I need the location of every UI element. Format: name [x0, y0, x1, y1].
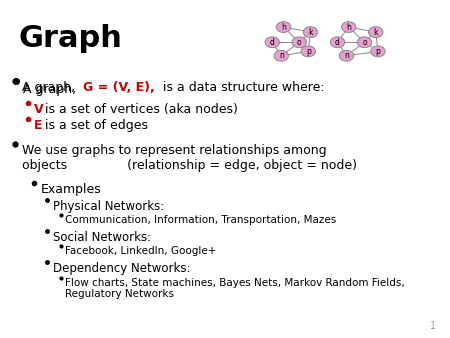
Text: k: k [308, 28, 313, 37]
Text: V: V [34, 103, 44, 116]
Circle shape [330, 37, 345, 48]
Text: o: o [362, 38, 367, 47]
Text: d: d [335, 38, 340, 47]
Text: d: d [270, 38, 274, 47]
Text: Communication, Information, Transportation, Mazes: Communication, Information, Transportati… [65, 215, 337, 225]
Text: Social Networks:: Social Networks: [53, 231, 151, 244]
Text: is a data structure where:: is a data structure where: [159, 81, 325, 94]
Circle shape [265, 37, 279, 48]
Circle shape [292, 37, 306, 48]
Circle shape [303, 27, 318, 38]
Text: Dependency Networks:: Dependency Networks: [53, 262, 191, 275]
Circle shape [369, 27, 383, 38]
Text: k: k [374, 28, 378, 37]
Circle shape [276, 22, 291, 32]
Text: Flow charts, State machines, Bayes Nets, Markov Random Fields,
Regulatory Networ: Flow charts, State machines, Bayes Nets,… [65, 278, 405, 299]
Text: Graph: Graph [18, 24, 122, 53]
Text: G = (V, E),: G = (V, E), [84, 81, 155, 94]
Text: n: n [279, 51, 284, 60]
Text: Facebook, LinkedIn, Google+: Facebook, LinkedIn, Google+ [65, 246, 216, 256]
Text: 1: 1 [430, 321, 436, 331]
Circle shape [274, 50, 288, 61]
Text: p: p [376, 47, 380, 56]
Circle shape [342, 22, 356, 32]
Text: is a set of edges: is a set of edges [41, 119, 148, 132]
Text: p: p [306, 47, 310, 56]
Text: We use graphs to represent relationships among
objects               (relationsh: We use graphs to represent relationships… [22, 144, 356, 172]
Text: h: h [346, 23, 351, 31]
Text: E: E [34, 119, 43, 132]
Circle shape [357, 37, 372, 48]
Circle shape [371, 46, 385, 57]
Text: o: o [297, 38, 302, 47]
Text: Physical Networks:: Physical Networks: [53, 200, 164, 213]
Circle shape [339, 50, 354, 61]
Text: h: h [281, 23, 286, 31]
Text: Examples: Examples [40, 183, 101, 195]
Circle shape [301, 46, 315, 57]
Text: is a set of vertices (aka nodes): is a set of vertices (aka nodes) [41, 103, 238, 116]
Text: n: n [344, 51, 349, 60]
Text: A graph,: A graph, [22, 81, 79, 94]
Text: A graph,: A graph, [23, 83, 81, 96]
